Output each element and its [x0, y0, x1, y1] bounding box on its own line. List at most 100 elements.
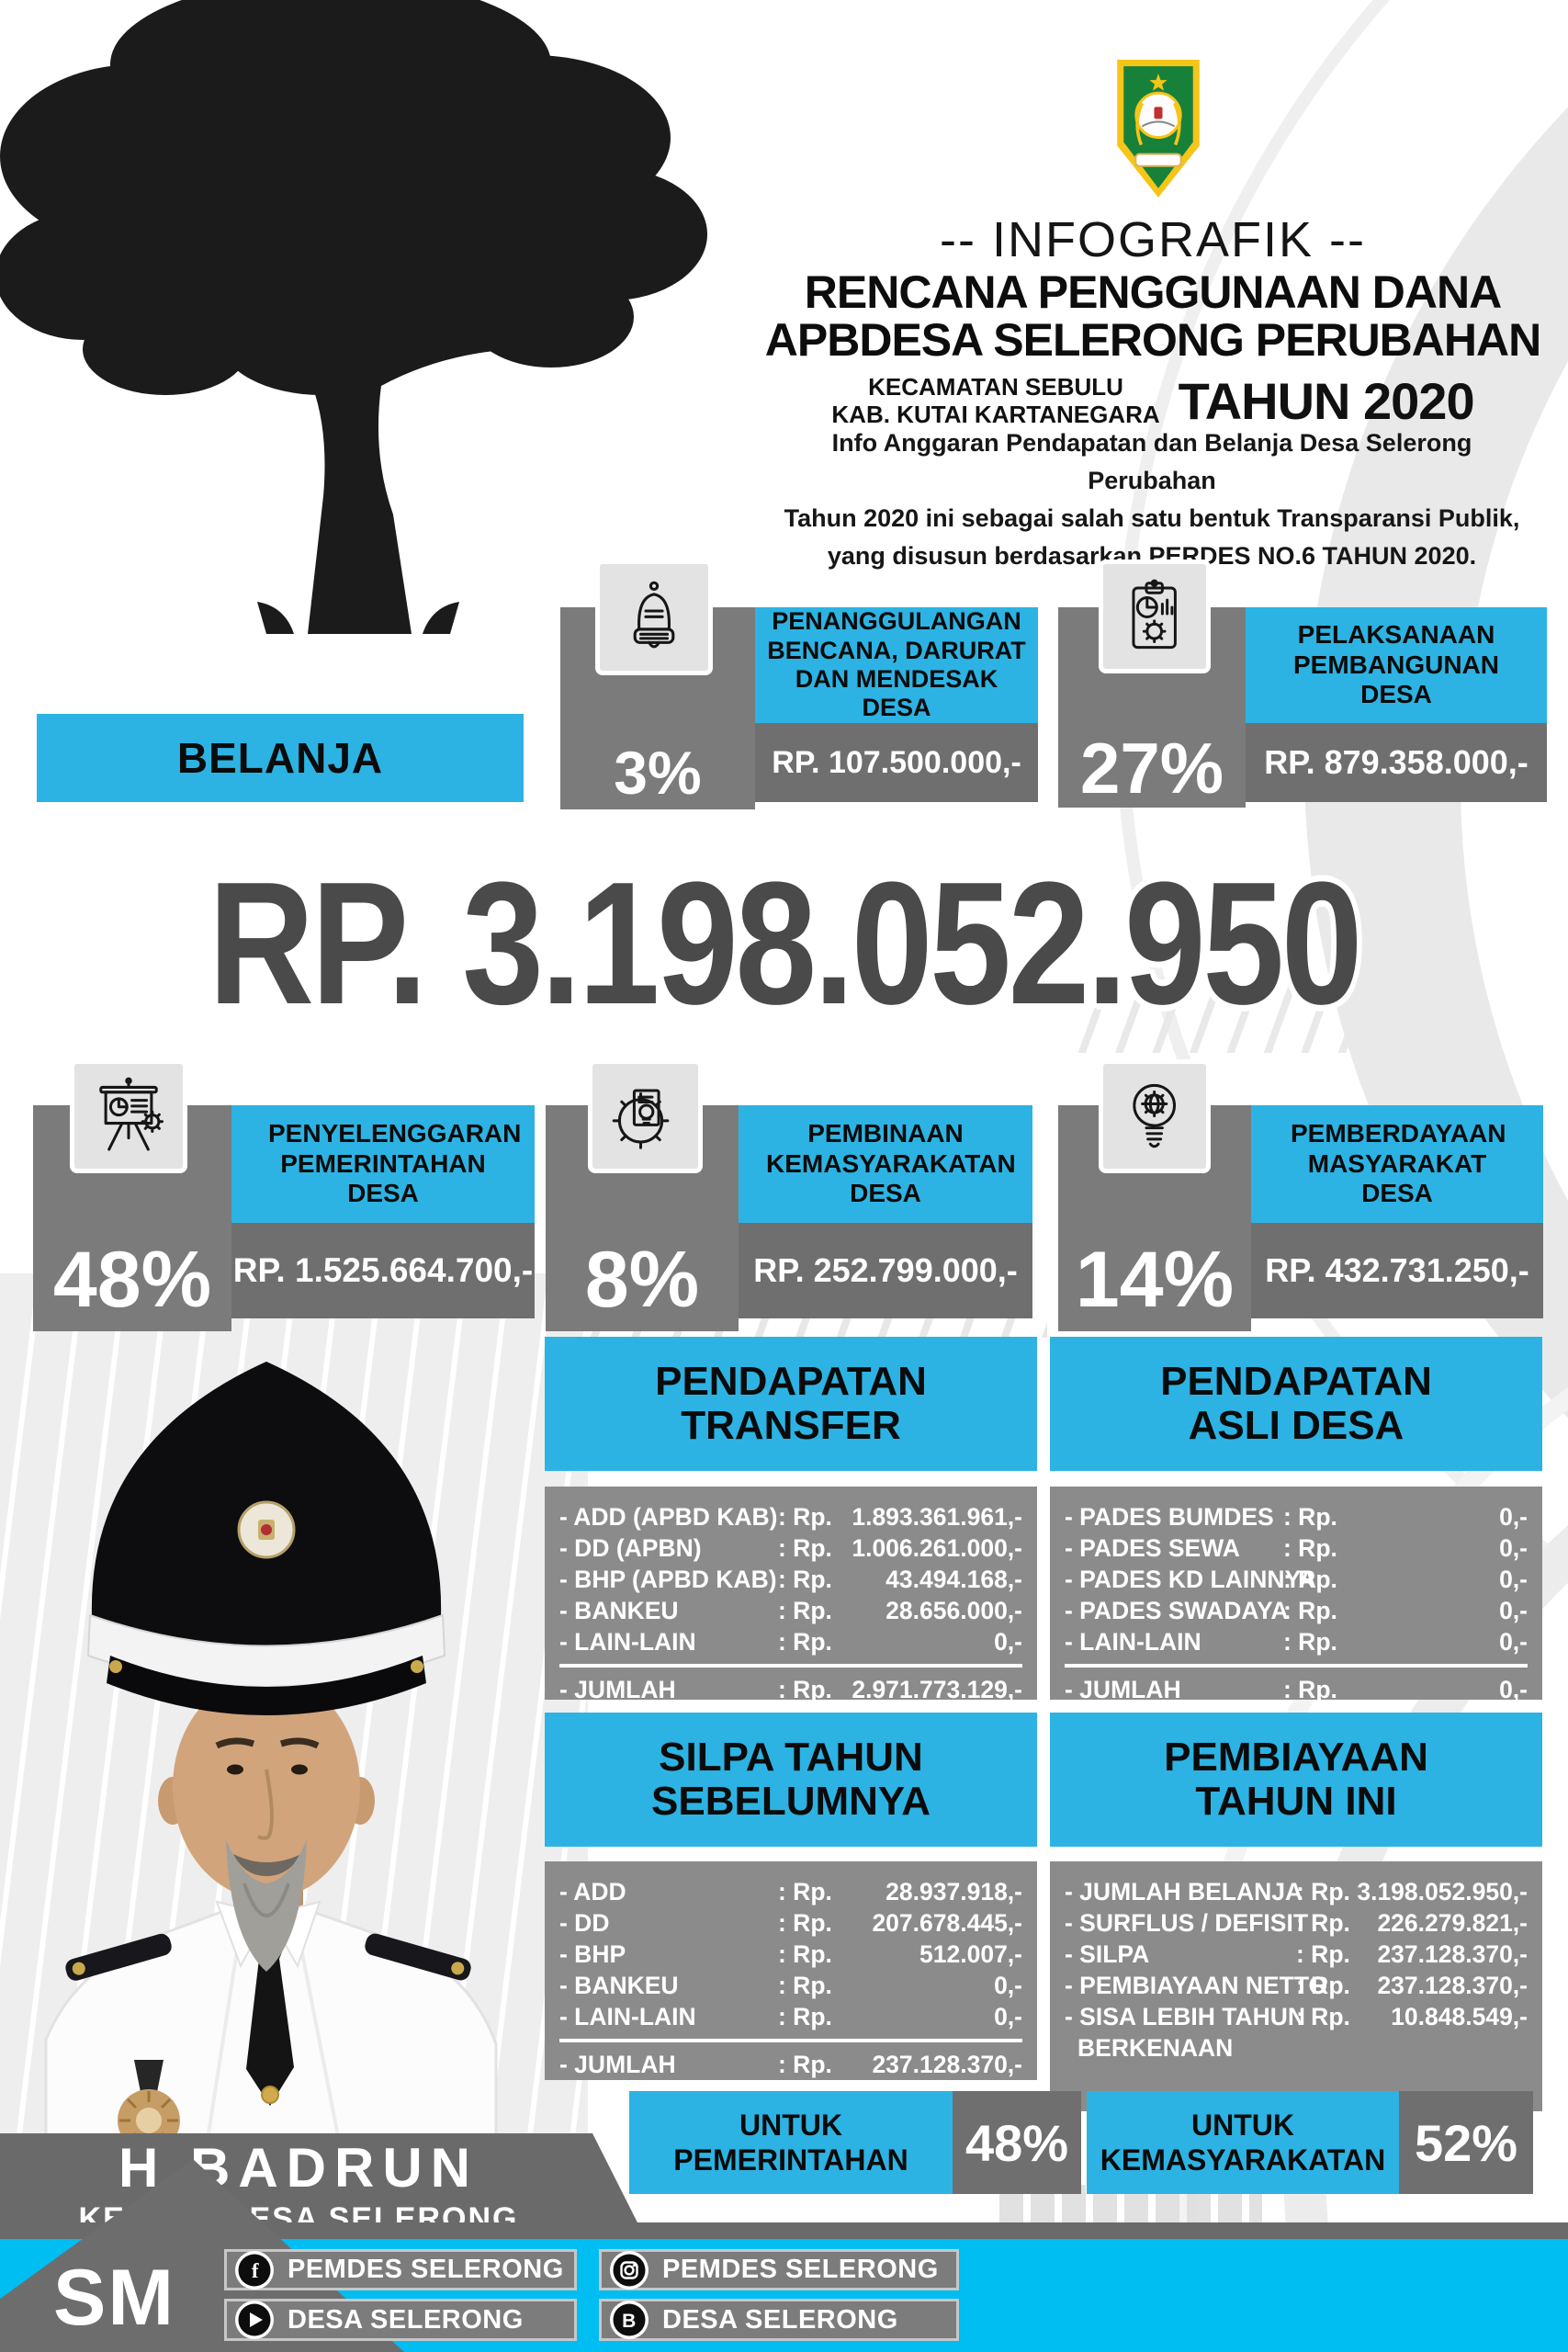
- bulb-gear-icon: [1133, 1083, 1177, 1148]
- table-divider: [559, 2039, 1022, 2042]
- table-row: - LAIN-LAIN: Rp. 0,-: [559, 1628, 1022, 1656]
- table-row: - PADES KD LAINNYA: Rp. 0,-: [1065, 1566, 1528, 1593]
- sm-brand-label: SM: [53, 2254, 175, 2342]
- kutai-kartanegara-logo: [1117, 60, 1200, 198]
- table-divider: [559, 1664, 1022, 1668]
- facebook-icon: f: [235, 2250, 274, 2290]
- expense-8pct-label: PEMBINAAN KEMASYARAKATAN DESA: [766, 1119, 1016, 1208]
- allocation-pemerintahan-percent: 48%: [953, 2091, 1081, 2194]
- expense-3pct-icon-box: [595, 560, 713, 675]
- silpa-table: - ADD: Rp. 28.937.918,- - DD: Rp. 207.678.…: [545, 1861, 1037, 2080]
- svg-text:B: B: [622, 2311, 637, 2332]
- district-label: KECAMATAN SEBULU KAB. KUTAI KARTANEGARA: [831, 373, 1160, 428]
- social-instagram-badge[interactable]: PEMDES SELERONG: [599, 2249, 959, 2290]
- table-row: - ADD (APBD KAB): Rp. 1.893.361.961,-: [559, 1503, 1022, 1531]
- expense-27pct-label: PELAKSANAAN PEMBANGUNAN DESA: [1293, 620, 1499, 709]
- district-year-row: KECAMATAN SEBULU KAB. KUTAI KARTANEGARA …: [753, 371, 1552, 431]
- table-total-row: - JUMLAH: Rp. 0,-: [1065, 1676, 1528, 1703]
- allocation-kemasyarakatan-label: UNTUK KEMASYARAKATAN: [1087, 2091, 1399, 2194]
- expense-3pct-label-box: PENANGGULANGAN BENCANA, DARURAT DAN MEND…: [755, 607, 1038, 723]
- table-row: - LAIN-LAIN: Rp. 0,-: [1065, 1628, 1528, 1656]
- footer-divider-strip: [0, 2222, 1568, 2239]
- svg-text:f: f: [252, 2259, 259, 2282]
- title-line-1: RENCANA PENGGUNAAN DANA: [804, 266, 1503, 318]
- social-facebook-badge[interactable]: f PEMDES SELERONG: [224, 2249, 577, 2290]
- table-total-row: - JUMLAH: Rp. 2.971.773.129,-: [559, 1676, 1022, 1703]
- pembiayaan-header: PEMBIAYAAN TAHUN INI: [1050, 1713, 1542, 1847]
- table-row: - PADES SEWA: Rp. 0,-: [1065, 1534, 1528, 1562]
- allocation-pemerintahan-label: UNTUK PEMERINTAHAN: [629, 2091, 953, 2194]
- expense-27pct-value: 27%: [1079, 727, 1224, 808]
- presentation-chart-gear-icon: [99, 1077, 164, 1151]
- table-row: - PADES SWADAYA: Rp. 0,-: [1065, 1597, 1528, 1624]
- youtube-icon: [235, 2301, 274, 2339]
- pendapatan-transfer-table: - ADD (APBD KAB): Rp. 1.893.361.961,- - D…: [545, 1487, 1037, 1703]
- expense-3pct-amount: RP. 107.500.000,-: [755, 723, 1038, 802]
- belanja-section-label: BELANJA: [37, 714, 524, 802]
- description-paragraph: Info Anggaran Pendapatan dan Belanja Des…: [784, 429, 1520, 571]
- table-row: - ADD: Rp. 28.937.918,-: [559, 1878, 1022, 1905]
- social-instagram-handle: PEMDES SELERONG: [662, 2255, 939, 2284]
- pendapatan-transfer-header: PENDAPATAN TRANSFER: [545, 1337, 1037, 1471]
- expense-48pct-amount: RP. 1.525.664.700,-: [231, 1223, 535, 1318]
- table-row: - SILPA: Rp. 237.128.370,-: [1065, 1940, 1528, 1968]
- pembiayaan-table: - JUMLAH BELANJA: Rp. 3.198.052.950,- - S…: [1050, 1861, 1542, 2111]
- expense-27pct-icon-box: [1099, 560, 1211, 673]
- expense-8pct-panel: 8%: [546, 1105, 739, 1331]
- table-row: - DD: Rp. 207.678.445,-: [559, 1909, 1022, 1937]
- table-total-row: - JUMLAH: Rp. 237.128.370,-: [559, 2051, 1022, 2078]
- social-youtube-handle: DESA SELERONG: [288, 2304, 524, 2335]
- kicker-title: -- INFOGRAFIK --: [940, 212, 1366, 267]
- social-blogger-handle: DESA SELERONG: [662, 2304, 898, 2335]
- expense-8pct-label-box: PEMBINAAN KEMASYARAKATAN DESA: [739, 1105, 1032, 1223]
- expense-48pct-value: 48%: [52, 1236, 212, 1325]
- expense-27pct-label-box: PELAKSANAAN PEMBANGUNAN DESA: [1246, 607, 1547, 723]
- pendapatan-asli-desa-table: - PADES BUMDES: Rp. 0,- - PADES SEWA: Rp.…: [1050, 1487, 1542, 1703]
- belanja-total-amount: RP. 3.198.052.950: [208, 846, 1363, 1041]
- social-blogger-badge[interactable]: B DESA SELERONG: [599, 2299, 959, 2341]
- document-gear-bulb-icon: [612, 1089, 670, 1149]
- table-row: - PEMBIAYAAN NETTO: Rp. 237.128.370,-: [1065, 1972, 1528, 1999]
- header: -- INFOGRAFIK -- RENCANA PENGGUNAAN DANA…: [753, 211, 1552, 431]
- allocation-kemasyarakatan-percent: 52%: [1399, 2091, 1533, 2194]
- title-line-2: APBDESA SELERONG PERUBAHAN: [764, 314, 1541, 366]
- expense-8pct-amount: RP. 252.799.000,-: [739, 1223, 1032, 1318]
- blogger-icon: B: [610, 2301, 649, 2339]
- expense-14pct-label: PEMBERDAYAAN MASYARAKAT DESA: [1291, 1119, 1506, 1208]
- year-label: TAHUN 2020: [1178, 372, 1475, 430]
- table-row: - BHP (APBD KAB): Rp. 43.494.168,-: [559, 1566, 1022, 1593]
- expense-48pct-label-box: PENYELENGGARAN PEMERINTAHAN DESA: [231, 1105, 535, 1223]
- silpa-header: SILPA TAHUN SEBELUMNYA: [545, 1713, 1037, 1847]
- table-row: - LAIN-LAIN: Rp. 0,-: [559, 2003, 1022, 2030]
- expense-14pct-amount: RP. 432.731.250,-: [1251, 1223, 1543, 1318]
- table-row: - JUMLAH BELANJA: Rp. 3.198.052.950,-: [1065, 1878, 1528, 1905]
- clipboard-chart-gear-icon: [1132, 579, 1178, 649]
- tree-silhouette-image: [0, 0, 707, 634]
- table-row: - DD (APBN): Rp. 1.006.261.000,-: [559, 1534, 1022, 1562]
- village-head-photo: [44, 1362, 498, 2145]
- social-facebook-handle: PEMDES SELERONG: [288, 2255, 564, 2284]
- expense-48pct-label: PENYELENGGARAN PEMERINTAHAN DESA: [268, 1119, 522, 1208]
- decorative-stripes: [1075, 981, 1470, 1053]
- table-row: - SURFLUS / DEFISIT: Rp. 226.279.821,-: [1065, 1909, 1528, 1937]
- table-row: - BANKEU: Rp. 0,-: [559, 1972, 1022, 1999]
- expense-14pct-value: 14%: [1075, 1236, 1235, 1325]
- expense-27pct-amount: RP. 879.358.000,-: [1246, 723, 1547, 802]
- expense-8pct-icon-box: [588, 1059, 703, 1173]
- cap-emblem: [237, 1500, 296, 1559]
- instagram-icon: [610, 2250, 649, 2290]
- table-row: - PADES BUMDES: Rp. 0,-: [1065, 1503, 1528, 1531]
- expense-14pct-icon-box: [1099, 1059, 1211, 1173]
- table-row: - BHP: Rp. 512.007,-: [559, 1940, 1022, 1968]
- expense-48pct-icon-box: [70, 1059, 187, 1173]
- expense-3pct-label: PENANGGULANGAN BENCANA, DARURAT DAN MEND…: [767, 607, 1026, 722]
- bell-icon: [633, 581, 675, 649]
- table-row: - SISA LEBIH TAHUN BERKENAAN : Rp. 10.848.…: [1065, 2003, 1528, 2062]
- table-row: - BANKEU: Rp. 28.656.000,-: [559, 1597, 1022, 1624]
- social-youtube-badge[interactable]: DESA SELERONG: [224, 2299, 577, 2341]
- expense-14pct-label-box: PEMBERDAYAAN MASYARAKAT DESA: [1251, 1105, 1543, 1223]
- table-divider: [1065, 1664, 1528, 1668]
- expense-3pct-value: 3%: [614, 739, 702, 808]
- pendapatan-asli-desa-header: PENDAPATAN ASLI DESA: [1050, 1337, 1542, 1471]
